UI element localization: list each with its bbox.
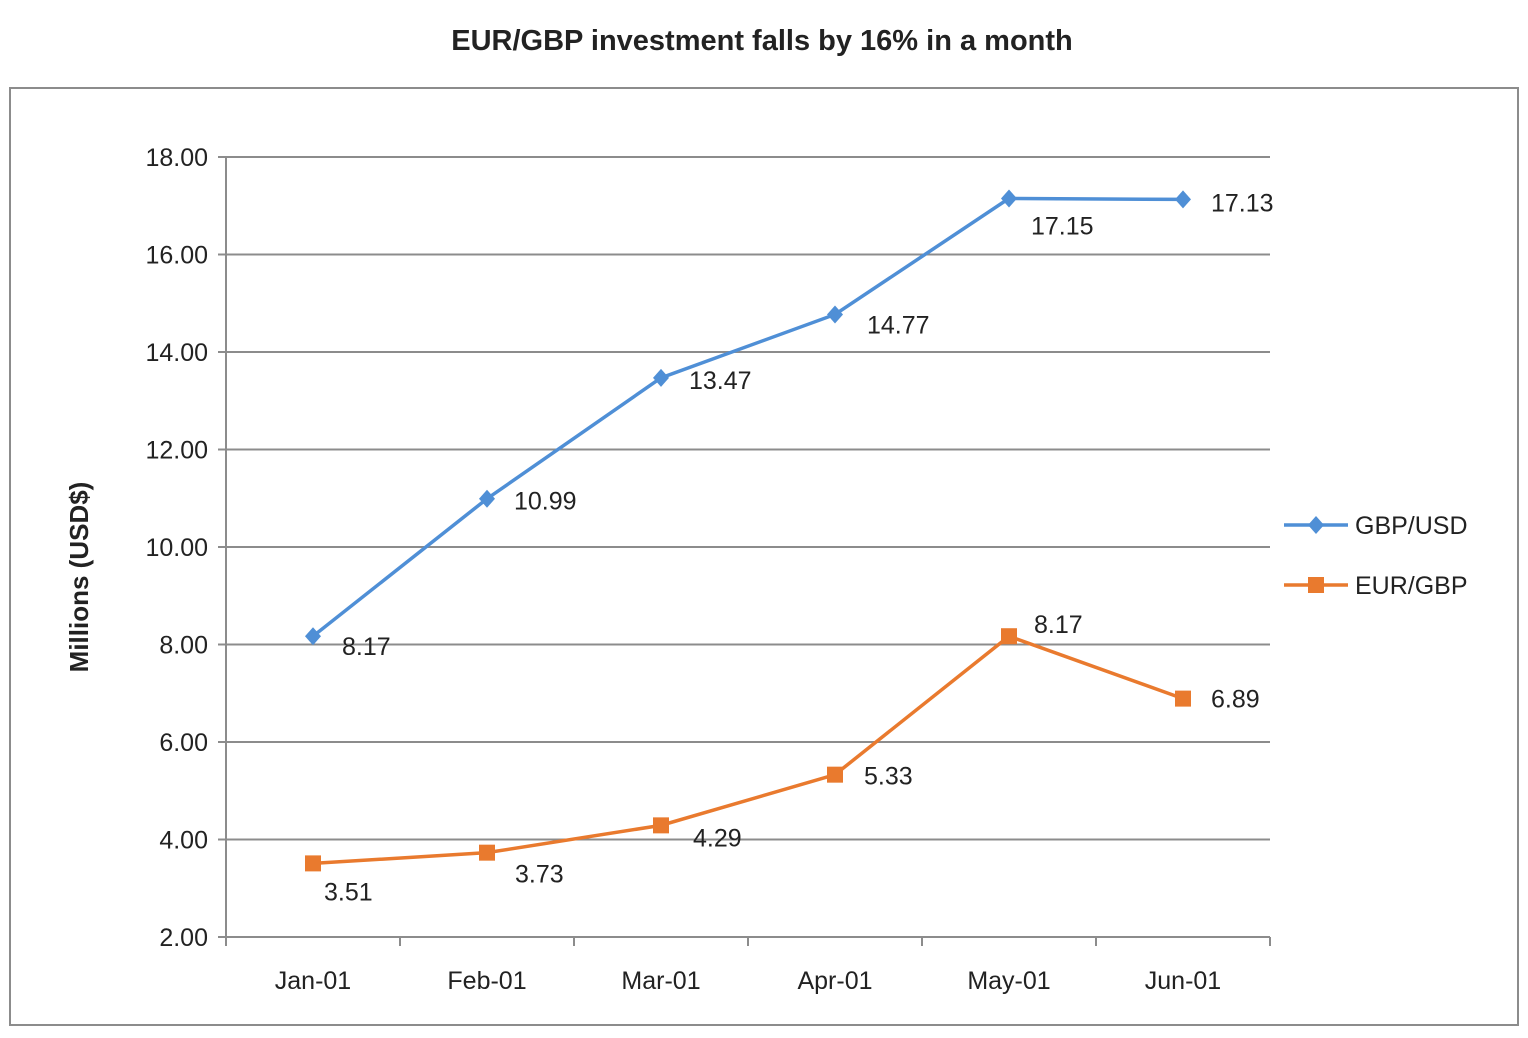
data-label: 6.89 [1211, 686, 1260, 714]
series-line [311, 196, 1184, 638]
y-tick-label: 6.00 [159, 729, 208, 757]
series-gbp-usd: 8.17 10.99 13.47 14.77 17.15 17.13 [305, 189, 1274, 661]
x-tick-label: May-01 [967, 967, 1050, 995]
data-point [827, 766, 843, 783]
legend-label: GBP/USD [1355, 512, 1468, 540]
legend-label: EUR/GBP [1355, 572, 1468, 600]
legend-item: GBP/USD [1284, 512, 1468, 540]
data-label: 17.13 [1211, 189, 1274, 217]
x-tick-label: Mar-01 [621, 967, 700, 995]
chart-title: EUR/GBP investment falls by 16% in a mon… [451, 25, 1073, 57]
y-tick-label: 8.00 [159, 632, 208, 660]
data-point [1175, 690, 1191, 707]
data-label: 17.15 [1031, 212, 1094, 240]
y-axis-label: Millions (USD$) [64, 482, 94, 673]
data-point [653, 368, 669, 387]
data-point [305, 627, 321, 646]
data-point [1001, 189, 1017, 208]
y-tick-label: 10.00 [145, 534, 208, 562]
y-tick-label: 12.00 [145, 437, 208, 465]
data-label: 4.29 [693, 824, 742, 852]
y-tick-label: 14.00 [145, 339, 208, 367]
x-tick-label: Apr-01 [797, 967, 872, 995]
data-point [479, 489, 495, 508]
data-label: 5.33 [864, 763, 913, 791]
x-tick-label: Jun-01 [1145, 967, 1221, 995]
data-point [305, 855, 321, 872]
y-tick-label: 4.00 [159, 827, 208, 855]
legend-marker [1308, 577, 1324, 593]
data-label: 13.47 [689, 367, 752, 395]
x-tick-label: Feb-01 [447, 967, 526, 995]
data-point [827, 305, 843, 324]
series-eur-gbp: 3.51 3.73 4.29 5.33 8.17 6.89 [305, 611, 1260, 906]
data-label: 10.99 [514, 488, 577, 516]
y-tick-label: 2.00 [159, 924, 208, 952]
data-point [479, 844, 495, 861]
y-tick-label: 18.00 [145, 144, 208, 172]
data-label: 3.51 [324, 878, 373, 906]
data-label: 14.77 [867, 311, 930, 339]
series-line [312, 634, 1184, 866]
legend-item: EUR/GBP [1284, 572, 1468, 600]
data-point [1001, 628, 1017, 645]
data-label: 8.17 [1034, 611, 1083, 639]
x-tick-label: Jan-01 [275, 967, 351, 995]
data-label: 8.17 [342, 633, 391, 661]
data-point [653, 817, 669, 834]
chart-frame [9, 87, 1519, 1026]
legend-marker [1308, 516, 1324, 534]
data-point [1175, 190, 1191, 209]
y-tick-label: 16.00 [145, 242, 208, 270]
data-label: 3.73 [515, 861, 564, 889]
